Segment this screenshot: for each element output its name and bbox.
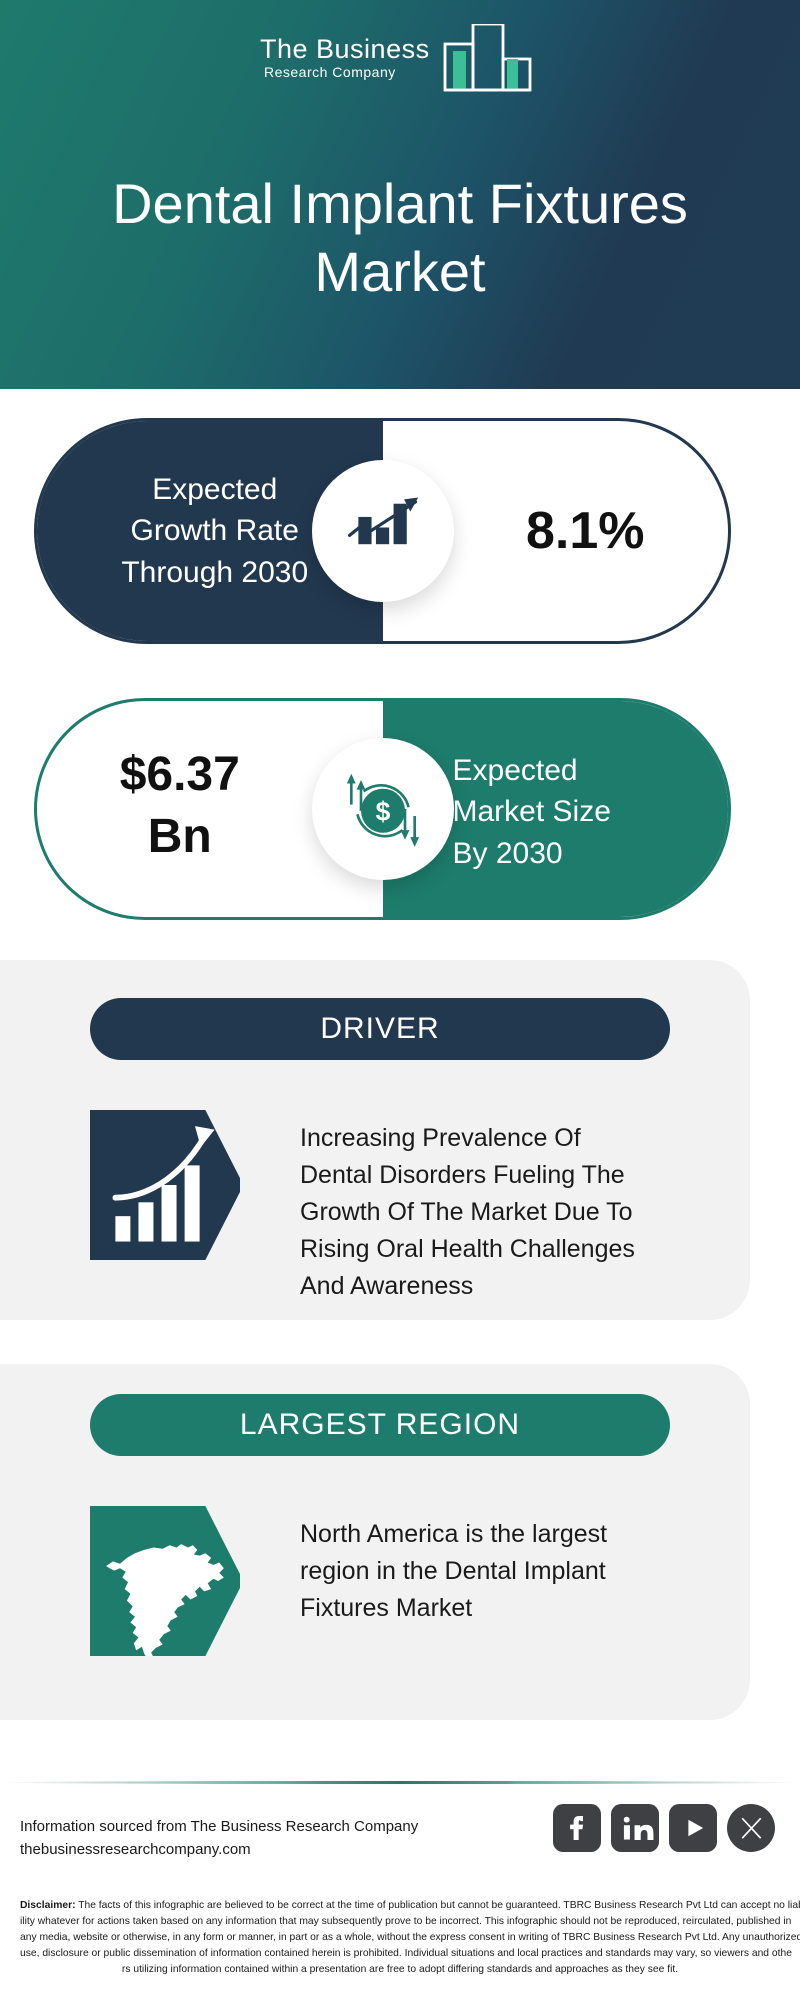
svg-text:Research Company: Research Company: [264, 64, 396, 80]
svg-text:The Business: The Business: [260, 34, 430, 64]
svg-text:$: $: [375, 796, 390, 826]
